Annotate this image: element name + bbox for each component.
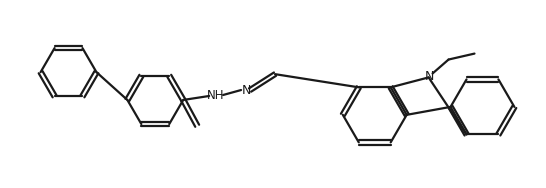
Text: N: N [241,83,251,96]
Text: N: N [425,70,434,83]
Text: NH: NH [206,89,224,102]
